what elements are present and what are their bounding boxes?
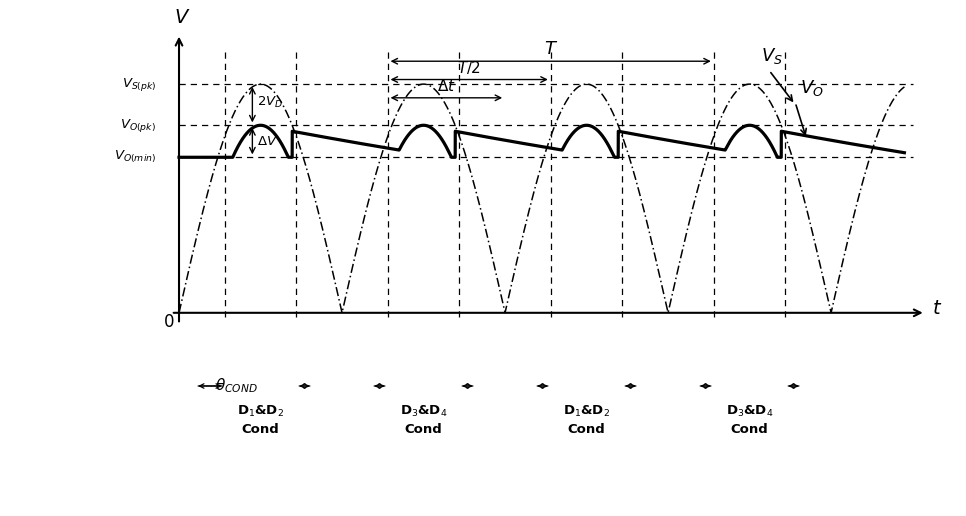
Text: $T/2$: $T/2$ [457, 59, 481, 76]
Text: $V$: $V$ [174, 8, 190, 27]
Text: $V_S$: $V_S$ [761, 46, 783, 66]
Text: $\theta_{COND}$: $\theta_{COND}$ [214, 377, 258, 395]
Text: $V_{O(min)}$: $V_{O(min)}$ [114, 149, 156, 166]
Text: $\Delta t$: $\Delta t$ [437, 78, 456, 94]
Text: D$_3$&D$_4$
Cond: D$_3$&D$_4$ Cond [400, 405, 447, 437]
Text: $\Delta V$: $\Delta V$ [257, 135, 278, 148]
Text: $V_{O(pk)}$: $V_{O(pk)}$ [120, 117, 156, 134]
Text: 0: 0 [164, 313, 175, 331]
Text: $V_{S(pk)}$: $V_{S(pk)}$ [122, 76, 156, 92]
Text: $2V_D$: $2V_D$ [257, 95, 283, 110]
Text: $V_O$: $V_O$ [800, 78, 823, 98]
Text: D$_1$&D$_2$
Cond: D$_1$&D$_2$ Cond [237, 405, 284, 437]
Text: D$_1$&D$_2$
Cond: D$_1$&D$_2$ Cond [563, 405, 610, 437]
Text: $t$: $t$ [932, 299, 943, 318]
Text: $T$: $T$ [544, 40, 557, 58]
Text: D$_3$&D$_4$
Cond: D$_3$&D$_4$ Cond [725, 405, 773, 437]
